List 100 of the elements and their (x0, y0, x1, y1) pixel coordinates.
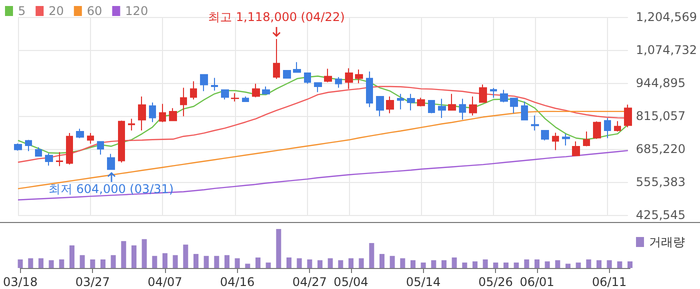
candlestick (397, 93, 404, 110)
bar (348, 258, 354, 268)
x-tick-label: 04/27 (292, 275, 327, 289)
bar (276, 229, 282, 268)
candlestick (149, 102, 156, 123)
candlestick (283, 70, 291, 79)
bar (358, 258, 364, 268)
candlestick (562, 133, 570, 146)
bar (586, 259, 592, 268)
candlestick (624, 104, 632, 128)
bar (59, 259, 64, 268)
candlestick (169, 108, 177, 122)
x-tick-label: 03/27 (75, 275, 110, 289)
bar (410, 260, 416, 268)
candlestick (56, 152, 63, 167)
candlestick (407, 93, 415, 111)
candlestick (593, 120, 601, 140)
bar (379, 254, 384, 268)
bar (328, 258, 333, 268)
candlestick (459, 98, 466, 120)
bar (204, 256, 209, 268)
bar (193, 254, 198, 268)
y-tick-label: 944,895 (636, 76, 686, 90)
bar (617, 261, 622, 268)
bar (286, 257, 292, 268)
candlestick (438, 98, 446, 119)
candlestick (273, 38, 280, 80)
candlestick (604, 118, 611, 139)
candlestick (159, 103, 166, 123)
bar (80, 255, 85, 268)
y-tick-label: 1,204,569 (636, 10, 698, 24)
legend-label: 60 (86, 4, 102, 18)
candlestick (231, 92, 239, 102)
bar (534, 259, 540, 268)
x-tick-label: 05/26 (478, 275, 513, 289)
bar (28, 258, 34, 268)
y-tick-label: 1,074,732 (636, 43, 698, 57)
bar (596, 260, 602, 268)
bar (183, 244, 188, 268)
candlestick (128, 118, 135, 131)
bar (38, 258, 44, 268)
candlestick (386, 96, 394, 114)
candlestick (324, 68, 332, 83)
bar (420, 262, 426, 268)
candlestick (448, 93, 456, 111)
bar (172, 255, 178, 268)
bar (565, 264, 570, 268)
x-tick-label: 03/18 (2, 275, 38, 289)
bar (18, 259, 23, 268)
bar (555, 260, 560, 268)
y-tick-label: 425,545 (636, 208, 686, 222)
bar (441, 260, 446, 268)
candlestick (211, 77, 218, 92)
candlestick (614, 120, 621, 132)
candlestick (428, 100, 435, 114)
bar (307, 259, 312, 268)
legend-label: 5 (18, 4, 26, 18)
candlestick (76, 128, 84, 139)
x-tick-label: 04/07 (148, 275, 182, 289)
candlestick (35, 146, 42, 157)
bar (48, 260, 54, 268)
candlestick (242, 96, 249, 102)
candlestick (252, 83, 260, 98)
bar (317, 260, 322, 268)
y-tick-label: 685,220 (636, 142, 686, 156)
bar (462, 262, 468, 268)
candlestick (510, 97, 518, 114)
legend-label: 거래량 (649, 235, 685, 249)
bar (400, 258, 406, 268)
candlestick (417, 97, 425, 107)
candlestick (314, 82, 322, 93)
candlestick (541, 130, 549, 141)
candlestick (500, 89, 508, 103)
candlestick (293, 62, 301, 73)
bar (121, 241, 126, 268)
bar (214, 256, 220, 268)
bar (296, 258, 302, 268)
candlestick (345, 68, 353, 90)
bar (255, 257, 260, 268)
bar (431, 260, 436, 268)
bar (338, 260, 344, 268)
candlestick (490, 88, 497, 98)
candlestick (366, 71, 373, 108)
legend-label: 20 (48, 4, 64, 18)
bar (493, 262, 498, 268)
bar (452, 257, 457, 268)
candlestick (335, 76, 342, 88)
candlestick (572, 140, 580, 156)
bar (224, 255, 230, 268)
candlestick (521, 101, 528, 121)
candlestick (376, 96, 384, 117)
y-tick-label: 815,057 (636, 109, 686, 123)
candlestick (304, 72, 311, 84)
bar (503, 262, 508, 268)
bar (234, 258, 240, 268)
bar (369, 243, 374, 268)
bar (390, 256, 395, 268)
x-tick-label: 06/01 (520, 275, 554, 289)
candlestick (479, 84, 487, 104)
candlestick (107, 153, 115, 170)
